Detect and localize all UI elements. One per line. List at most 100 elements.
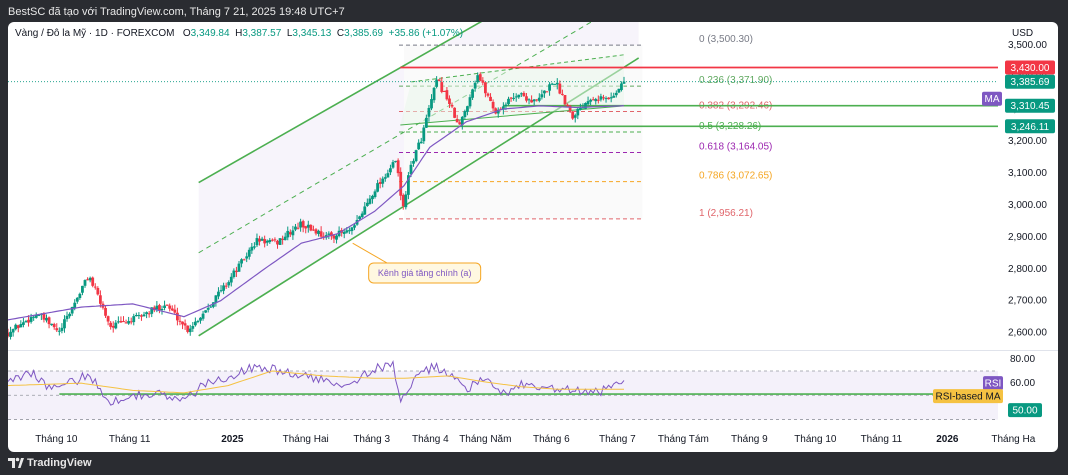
candle-body — [617, 88, 621, 93]
x-tick-label: Tháng Hai — [283, 434, 329, 445]
annotation-text: Kênh giá tăng chính (a) — [378, 268, 472, 278]
header-text: BestSC đã tạo với TradingView.com, Tháng… — [8, 6, 345, 18]
candle-body — [353, 225, 356, 228]
candle-body — [158, 305, 161, 311]
candle-body — [312, 229, 315, 231]
candle-body — [91, 277, 95, 286]
candle-body — [584, 103, 587, 109]
candle-body — [489, 96, 492, 102]
candle-body — [16, 325, 20, 329]
candle-body — [222, 285, 225, 291]
candle-body — [412, 160, 415, 164]
last-price-badge-bg — [1005, 74, 1055, 89]
candle-body — [242, 259, 246, 261]
x-tick-label: Tháng 7 — [599, 434, 636, 445]
candle-body — [342, 231, 346, 234]
candle-body — [240, 259, 243, 264]
candle-body — [191, 326, 195, 329]
candle-body — [422, 127, 426, 142]
candle-body — [345, 230, 349, 233]
candle-body — [512, 97, 516, 99]
candle-body — [86, 279, 89, 281]
candle-body — [381, 178, 385, 184]
candle-body — [183, 323, 187, 326]
candle-body — [314, 229, 318, 234]
fib-label-0.236: 0.236 (3,371.90) — [699, 75, 772, 86]
chart-svg[interactable]: 0 (3,500.30)0.236 (3,371.90)0.382 (3,292… — [8, 22, 1058, 452]
candle-body — [535, 99, 539, 101]
candle-body — [604, 98, 608, 100]
ma-label-badge-bg — [982, 91, 1002, 106]
candle-body — [217, 291, 220, 297]
rsi-label-badge-bg — [983, 376, 1003, 391]
candle-body — [543, 90, 546, 94]
candle-body — [165, 304, 169, 306]
candle-body — [29, 317, 33, 322]
candle-body — [360, 213, 364, 217]
candle-body — [119, 320, 123, 323]
candle-body — [507, 98, 510, 105]
candle-body — [399, 171, 403, 196]
candle-body — [581, 107, 585, 109]
ma-value-badge-text: 3,310.45 — [1011, 101, 1050, 112]
candle-body — [530, 100, 533, 103]
candle-body — [283, 236, 287, 241]
symbol-name: Vàng / Đô la Mỹ · 1D · FOREXCOM — [15, 28, 175, 39]
x-tick-label: Tháng 6 — [533, 434, 570, 445]
candle-body — [278, 238, 282, 245]
annotation-box — [368, 262, 482, 284]
candle-body — [296, 227, 300, 229]
candle-body — [22, 322, 25, 325]
candle-body — [612, 95, 616, 98]
candle-body — [268, 239, 272, 243]
candle-body — [75, 297, 79, 302]
candle-body — [116, 321, 120, 323]
candle-body — [163, 305, 166, 309]
tradingview-logo-icon — [8, 457, 24, 468]
open-label: O — [182, 28, 191, 39]
candle-body — [545, 91, 549, 93]
candle-body — [496, 109, 500, 114]
rsi-tick-label: 60.00 — [1010, 378, 1035, 389]
candle-body — [301, 221, 305, 228]
candle-body — [27, 319, 30, 323]
rsi-tick-label: 80.00 — [1010, 354, 1035, 365]
candle-body — [142, 314, 146, 317]
candle-body — [450, 104, 454, 107]
candle-body — [622, 81, 626, 84]
candle-body — [196, 321, 200, 323]
candle-body — [568, 105, 572, 111]
x-tick-label: 2026 — [936, 434, 959, 445]
candle-body — [193, 321, 197, 326]
moving-average-line — [8, 105, 625, 321]
candle-body — [170, 308, 174, 311]
candle-body — [88, 277, 92, 281]
candle-body — [19, 324, 23, 328]
candle-body — [294, 226, 297, 230]
price-tick-label: 2,600.00 — [1008, 328, 1047, 339]
currency-label[interactable]: USD — [1012, 28, 1034, 39]
candle-body — [286, 230, 290, 238]
x-tick-label: Tháng Tám — [658, 434, 709, 445]
candle-body — [186, 325, 190, 332]
x-tick-label: 2025 — [221, 434, 244, 445]
candle-body — [68, 313, 71, 317]
candle-body — [427, 107, 431, 117]
candle-body — [476, 75, 480, 83]
candle-body — [45, 317, 48, 321]
candle-body — [373, 191, 377, 198]
candle-body — [237, 263, 241, 272]
chart-panel[interactable]: 0 (3,500.30) 0.236 (3,371.90) 0.382 (3,292… — [8, 22, 1058, 452]
candle-body — [291, 230, 295, 236]
last-price-badge-text: 3,385.69 — [1011, 77, 1050, 88]
fib-label-1: 1 (2,956.21) — [699, 208, 753, 219]
price-tick-label: 3,000.00 — [1008, 200, 1047, 211]
resistance-badge-text: 3,430.00 — [1011, 63, 1050, 74]
candle-body — [181, 321, 184, 325]
candle-body — [358, 216, 362, 220]
candle-body — [273, 239, 277, 241]
candle-body — [201, 313, 205, 319]
candle-body — [442, 90, 446, 92]
support-badge-bg — [1005, 119, 1055, 134]
candle-body — [245, 256, 249, 259]
